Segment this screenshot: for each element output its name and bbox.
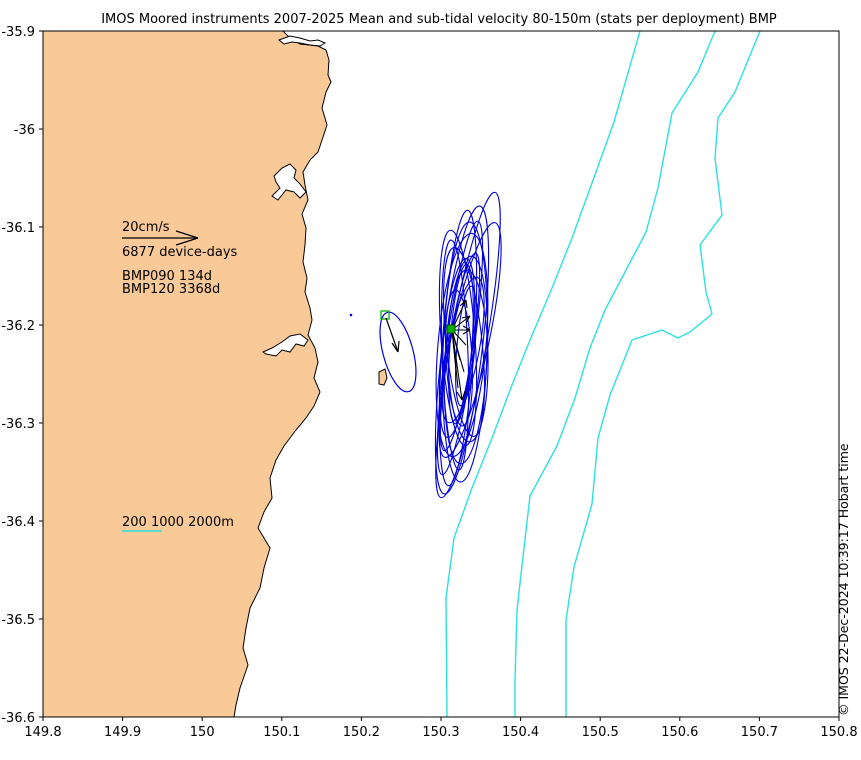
y-tick-label: -35.9 bbox=[1, 25, 35, 40]
variance-ellipse bbox=[444, 289, 474, 427]
montague-island bbox=[378, 368, 388, 386]
variance-ellipse bbox=[455, 285, 477, 407]
x-tick-label: 149.9 bbox=[104, 725, 141, 740]
figure-title: IMOS Moored instruments 2007-2025 Mean a… bbox=[101, 12, 777, 27]
estuary-clyde bbox=[271, 163, 307, 201]
station-marker-bmp120 bbox=[446, 324, 456, 334]
y-tick-label: -36 bbox=[14, 123, 35, 138]
y-axis-ticks: -35.9 -36 -36.1 -36.2 -36.3 -36.4 -36.5 -36.6 bbox=[1, 25, 43, 726]
isobath-2000m bbox=[565, 30, 761, 717]
x-tick-label: 150.8 bbox=[820, 725, 857, 740]
y-tick-label: -36.1 bbox=[1, 221, 35, 236]
estuary-moruya bbox=[261, 333, 309, 357]
depth-label: 200 1000 2000m bbox=[122, 515, 234, 530]
x-tick-label: 150.5 bbox=[582, 725, 619, 740]
variance-ellipse bbox=[435, 232, 489, 458]
mean-velocity-arrow bbox=[385, 317, 399, 353]
mean-velocity-arrowhead bbox=[391, 340, 400, 353]
y-tick-label: -36.5 bbox=[1, 613, 35, 628]
variance-ellipse bbox=[448, 263, 474, 425]
variance-ellipse bbox=[438, 229, 478, 447]
small-islet bbox=[349, 313, 353, 317]
x-tick-label: 149.8 bbox=[24, 725, 61, 740]
variance-ellipse bbox=[441, 276, 485, 424]
station-label-bmp120: BMP120 3368d bbox=[122, 282, 220, 297]
variance-ellipse bbox=[447, 269, 489, 443]
bmp090-ellipse-group bbox=[379, 310, 417, 393]
bmp120-ellipse-cluster bbox=[434, 191, 502, 499]
variance-ellipse bbox=[442, 246, 486, 438]
x-tick-label: 150.1 bbox=[263, 725, 300, 740]
isobath-200m bbox=[445, 30, 641, 718]
depth-legend: 200 1000 2000m bbox=[122, 515, 234, 532]
credit-text: © IMOS 22-Dec-2024 10:39:17 Hobart time bbox=[836, 443, 851, 716]
device-days-label: 6877 device-days bbox=[122, 245, 238, 260]
y-tick-label: -36.2 bbox=[1, 319, 35, 334]
scale-arrow-legend: 20cm/s 6877 device-days BMP090 134d BMP1… bbox=[122, 220, 238, 297]
bmp120-arrows bbox=[451, 299, 471, 401]
x-tick-label: 150.6 bbox=[661, 725, 698, 740]
scale-label: 20cm/s bbox=[122, 220, 170, 235]
variance-ellipse bbox=[438, 222, 502, 458]
x-tick-label: 150.4 bbox=[502, 725, 539, 740]
variance-ellipse bbox=[379, 311, 417, 393]
x-tick-label: 150.7 bbox=[741, 725, 778, 740]
x-axis-ticks: 149.8 149.9 150 150.1 150.2 150.3 150.4 150.5 15… bbox=[24, 717, 858, 740]
y-tick-label: -36.3 bbox=[1, 417, 35, 432]
x-tick-label: 150.3 bbox=[422, 725, 459, 740]
scale-arrowhead bbox=[175, 230, 199, 246]
coastline-land bbox=[42, 30, 332, 718]
y-tick-label: -36.6 bbox=[1, 711, 35, 726]
isobaths bbox=[445, 30, 761, 718]
station-label-bmp090: BMP090 134d bbox=[122, 269, 212, 284]
x-tick-label: 150.2 bbox=[343, 725, 380, 740]
estuary-north bbox=[277, 35, 327, 47]
y-tick-label: -36.4 bbox=[1, 515, 35, 530]
station-marker-bmp090 bbox=[380, 310, 390, 320]
isobath-1000m bbox=[514, 30, 716, 717]
x-tick-label: 150 bbox=[190, 725, 215, 740]
